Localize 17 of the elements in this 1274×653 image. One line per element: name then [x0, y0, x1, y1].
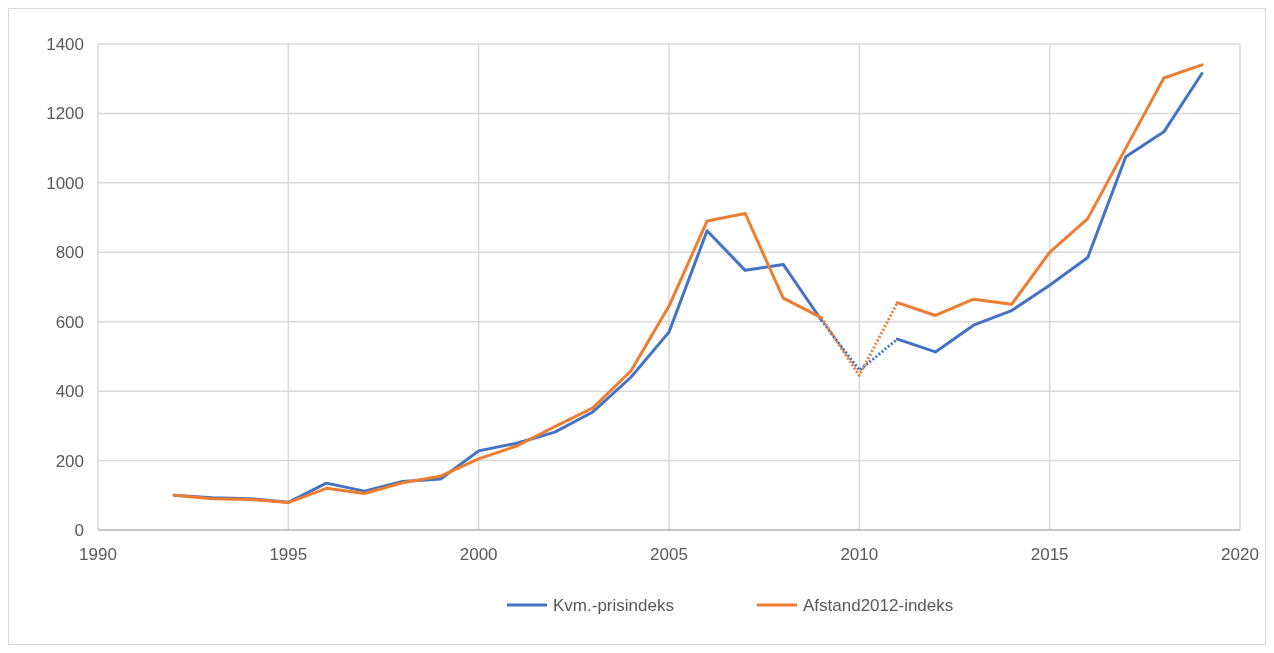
y-tick-label: 0	[74, 520, 84, 540]
legend-label: Kvm.-prisindeks	[553, 595, 674, 615]
y-tick-label: 1400	[46, 34, 84, 54]
y-tick-label: 400	[55, 382, 84, 402]
x-tick-label: 2005	[650, 545, 688, 564]
x-tick-label: 2015	[1030, 545, 1069, 564]
x-tick-label: 1995	[269, 545, 308, 564]
y-tick-label: 1200	[46, 104, 84, 124]
y-tick-label: 200	[55, 451, 84, 471]
y-tick-label: 1000	[46, 173, 84, 193]
legend-label: Afstand2012-indeks	[803, 595, 954, 615]
y-tick-label: 600	[55, 312, 84, 332]
x-tick-label: 2020	[1221, 545, 1259, 564]
x-tick-label: 1990	[79, 545, 117, 564]
y-tick-label: 800	[55, 243, 84, 263]
x-tick-label: 2010	[840, 545, 879, 564]
x-tick-label: 2000	[459, 545, 498, 564]
